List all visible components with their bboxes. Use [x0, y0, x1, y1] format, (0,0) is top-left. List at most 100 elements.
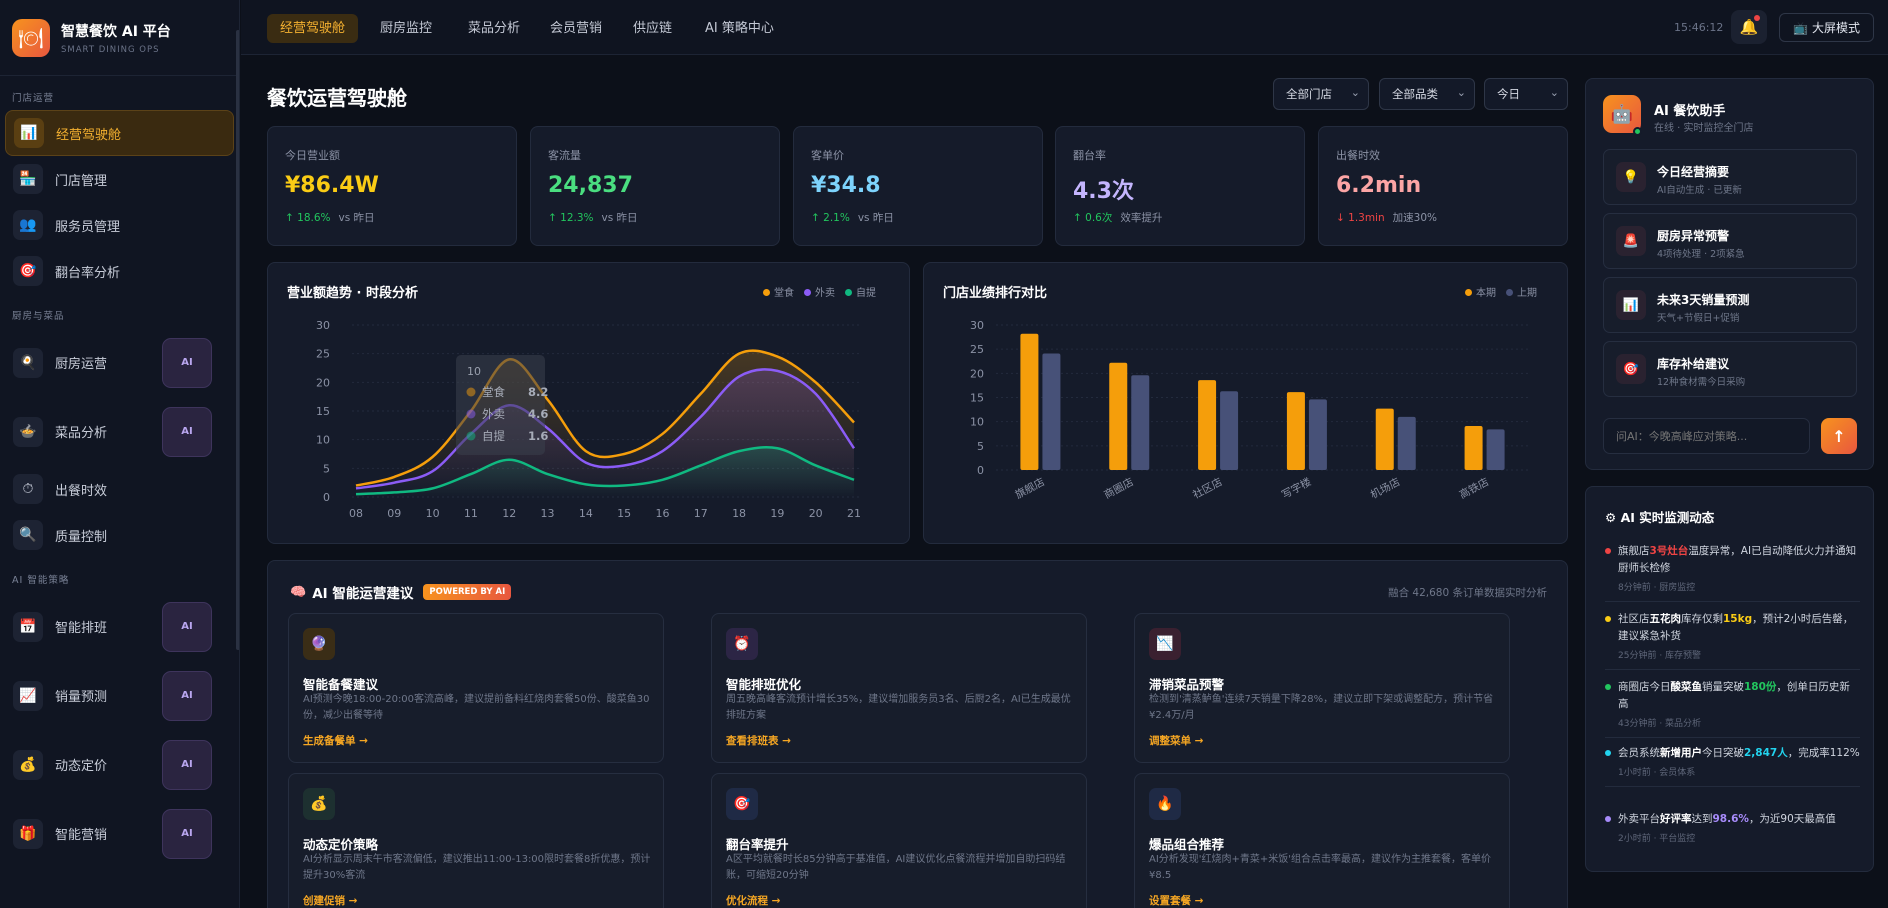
- assistant-quick-action[interactable]: 💡 今日经营摘要 AI自动生成 · 已更新: [1603, 149, 1857, 205]
- monitor-item[interactable]: 旗舰店3号灶台温度异常，AI已自动降低火力并通知厨师长检修 8分钟前 · 厨房监控: [1605, 543, 1860, 602]
- x-tick-label: 15: [617, 507, 631, 520]
- ai-badge[interactable]: AI: [162, 808, 212, 859]
- ai-badge[interactable]: AI: [162, 601, 212, 652]
- monitor-text-part: 销量突破: [1702, 681, 1744, 693]
- suggestion-action-link[interactable]: 创建促销 →: [303, 895, 358, 907]
- suggestion-action-link[interactable]: 调整菜单 →: [1149, 735, 1204, 747]
- sidebar-item[interactable]: 🏪 门店管理: [5, 156, 234, 202]
- sidebar-item[interactable]: 🍲 菜品分析 AI: [5, 397, 234, 466]
- bar[interactable]: [1198, 380, 1217, 470]
- ai-suggestions-title: AI 智能运营建议: [312, 586, 414, 602]
- kpi-card[interactable]: 今日营业额 ¥86.4W ↑ 18.6% vs 昨日: [267, 126, 517, 246]
- ai-badge[interactable]: AI: [162, 337, 212, 388]
- legend-dot: [845, 289, 852, 296]
- quick-action-icon: 🎯: [1616, 354, 1646, 384]
- legend-item[interactable]: 本期: [1465, 284, 1496, 299]
- x-tick-label: 17: [694, 507, 708, 520]
- y-tick-label: 15: [970, 392, 984, 405]
- bar[interactable]: [1464, 426, 1483, 470]
- suggestion-card[interactable]: 🔮 智能备餐建议 AI预测今晚18:00-20:00客流高峰，建议提前备料红烧肉套餐…: [288, 613, 664, 763]
- assistant-quick-action[interactable]: 📊 未来3天销量预测 天气+节假日+促销: [1603, 277, 1857, 333]
- kpi-card[interactable]: 客流量 24,837 ↑ 12.3% vs 昨日: [530, 126, 780, 246]
- store-filter-select[interactable]: 全部门店 ⌄: [1273, 78, 1369, 110]
- ask-ai-input[interactable]: [1603, 418, 1810, 454]
- series-line[interactable]: [355, 446, 855, 496]
- suggestion-card[interactable]: 🔥 爆品组合推荐 AI分析发现'红烧肉+青菜+米饭'组合点击率最高，建议作为主推套餐…: [1134, 773, 1510, 908]
- monitor-item[interactable]: 会员系统新增用户今日突破2,847人，完成率112% 1小时前 · 会员体系: [1605, 745, 1860, 787]
- bar[interactable]: [1220, 391, 1239, 470]
- assistant-quick-action[interactable]: 🚨 厨房异常预警 4项待处理 · 2项紧急: [1603, 213, 1857, 269]
- legend-label: 堂食: [774, 288, 794, 299]
- suggestion-action-link[interactable]: 查看排班表 →: [726, 735, 791, 747]
- ai-badge[interactable]: AI: [162, 670, 212, 721]
- top-tab[interactable]: 经营驾驶舱: [267, 14, 359, 43]
- big-screen-button[interactable]: 📺 大屏模式: [1779, 13, 1874, 42]
- bar[interactable]: [1486, 429, 1505, 470]
- bar[interactable]: [1308, 399, 1327, 470]
- suggestion-card[interactable]: 📉 滞销菜品预警 检测到'清蒸鲈鱼'连续7天销量下降28%，建议立即下架或调整配方，…: [1134, 613, 1510, 763]
- date-filter-select[interactable]: 今日 ⌄: [1484, 78, 1568, 110]
- monitor-item[interactable]: 商圈店今日酸菜鱼销量突破180份，创单日历史新高 43分钟前 · 菜品分析: [1605, 679, 1860, 738]
- send-arrow-icon[interactable]: ↑: [1821, 418, 1857, 454]
- legend-item[interactable]: 上期: [1506, 284, 1537, 299]
- bar[interactable]: [1020, 333, 1039, 470]
- assistant-quick-action[interactable]: 🎯 库存补给建议 12种食材需今日采购: [1603, 341, 1857, 397]
- suggestion-action-link[interactable]: 生成备餐单 →: [303, 735, 368, 747]
- monitor-text-part: ，为近90天最高值: [1748, 813, 1836, 825]
- y-tick-label: 10: [316, 434, 330, 447]
- suggestion-card[interactable]: 🎯 翻台率提升 A区平均就餐时长85分钟高于基准值，AI建议优化点餐流程并增加自助扫…: [711, 773, 1087, 908]
- sidebar-item[interactable]: 💰 动态定价 AI: [5, 730, 234, 799]
- sidebar-item[interactable]: 🎁 智能营销 AI: [5, 799, 234, 868]
- legend-item[interactable]: 堂食: [763, 284, 794, 299]
- sidebar-item[interactable]: 📅 智能排班 AI: [5, 592, 234, 661]
- tooltip-box: [456, 355, 545, 455]
- top-tab[interactable]: AI 策略中心: [705, 21, 774, 36]
- suggestion-action-link[interactable]: 优化流程 →: [726, 895, 781, 907]
- online-status-dot: [1633, 127, 1642, 136]
- series-line[interactable]: [355, 368, 856, 490]
- revenue-trend-chart-panel: 营业额趋势 · 时段分析 堂食 外卖 自提 0 5 10 15 20 25 30 08 09 10 11…: [267, 262, 910, 544]
- sidebar-item[interactable]: 🎯 翻台率分析: [5, 248, 234, 294]
- tooltip-dot: [466, 387, 476, 397]
- top-tab[interactable]: 供应链: [633, 21, 673, 36]
- category-filter-select[interactable]: 全部品类 ⌄: [1379, 78, 1475, 110]
- revenue-trend-chart[interactable]: 0 5 10 15 20 25 30 08 09 10 11 12 13 14 15 16 17 18 19 20 21…: [268, 263, 909, 543]
- y-tick-label: 0: [323, 491, 330, 504]
- sidebar-item[interactable]: 📈 销量预测 AI: [5, 661, 234, 730]
- top-tab[interactable]: 菜品分析: [468, 21, 521, 36]
- bar[interactable]: [1286, 392, 1305, 470]
- series-line[interactable]: [355, 349, 855, 487]
- monitor-text-part: ，预计2小时后告罄，建议紧急补货: [1618, 613, 1854, 642]
- bar[interactable]: [1131, 375, 1150, 470]
- legend-item[interactable]: 自提: [845, 284, 876, 299]
- monitor-item[interactable]: 社区店五花肉库存仅剩15kg，预计2小时后告罄，建议紧急补货 25分钟前 · 库存…: [1605, 611, 1860, 670]
- kpi-card[interactable]: 出餐时效 6.2min ↓ 1.3min 加速30%: [1318, 126, 1568, 246]
- kpi-label: 客单价: [811, 149, 844, 162]
- quick-action-title: 厨房异常预警: [1657, 229, 1730, 243]
- top-tab[interactable]: 会员营销: [550, 21, 603, 36]
- kpi-card[interactable]: 客单价 ¥34.8 ↑ 2.1% vs 昨日: [793, 126, 1043, 246]
- legend-item[interactable]: 外卖: [804, 284, 835, 299]
- suggestion-card[interactable]: ⏰ 智能排班优化 周五晚高峰客流预计增长35%，建议增加服务员3名、后厨2名，AI已…: [711, 613, 1087, 763]
- notification-bell-icon[interactable]: 🔔: [1731, 10, 1767, 44]
- bar[interactable]: [1042, 353, 1061, 470]
- sidebar-item[interactable]: 🔍 质量控制: [5, 512, 234, 558]
- sidebar-item[interactable]: 👥 服务员管理: [5, 202, 234, 248]
- top-tab[interactable]: 厨房监控: [380, 21, 433, 36]
- sidebar-item-label: 服务员管理: [55, 219, 121, 235]
- sidebar-item[interactable]: 🍳 厨房运营 AI: [5, 328, 234, 397]
- ai-badge[interactable]: AI: [162, 739, 212, 790]
- bar[interactable]: [1397, 416, 1416, 470]
- store-ranking-chart[interactable]: 0 5 10 15 20 25 30 旗舰店 商圈店 社区店 写字楼 机场店 高铁店: [924, 263, 1567, 543]
- suggestion-action-link[interactable]: 设置套餐 →: [1149, 895, 1204, 907]
- monitor-item[interactable]: 外卖平台好评率达到98.6%，为近90天最高值 2小时前 · 平台监控: [1605, 811, 1860, 852]
- bar[interactable]: [1375, 408, 1394, 470]
- bar[interactable]: [1109, 362, 1128, 470]
- ai-badge[interactable]: AI: [162, 406, 212, 457]
- robot-avatar-icon: 🤖: [1603, 95, 1641, 133]
- suggestion-card[interactable]: 💰 动态定价策略 AI分析显示周末午市客流偏低，建议推出11:00-13:00限时套…: [288, 773, 664, 908]
- sidebar-scrollbar[interactable]: [236, 30, 239, 650]
- sidebar-item[interactable]: ⏱ 出餐时效: [5, 466, 234, 512]
- sidebar-item[interactable]: 📊 经营驾驶舱: [5, 110, 234, 156]
- kpi-card[interactable]: 翻台率 4.3次 ↑ 0.6次 效率提升: [1055, 126, 1305, 246]
